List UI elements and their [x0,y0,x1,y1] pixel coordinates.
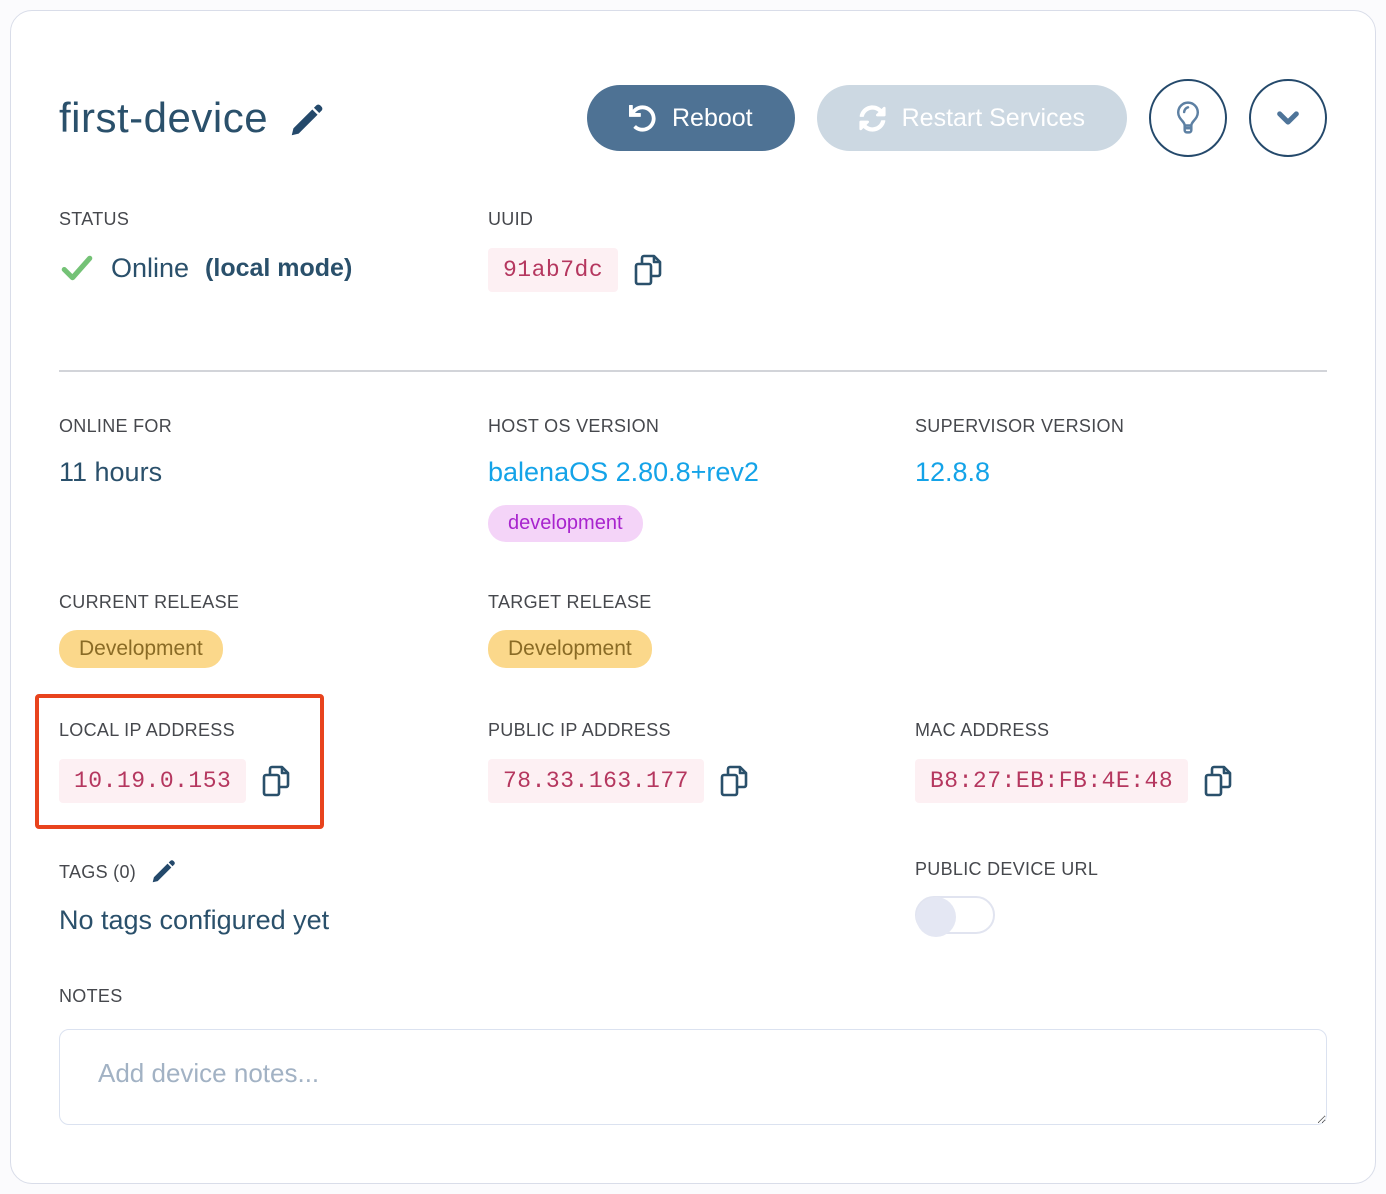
public-device-url-field: PUBLIC DEVICE URL [915,859,1327,937]
tags-label: TAGS (0) [59,861,137,882]
uuid-field: UUID 91ab7dc [488,209,915,292]
uuid-value: 91ab7dc [488,248,619,292]
status-label: STATUS [59,209,130,229]
target-release-field: TARGET RELEASE Development [488,592,915,668]
online-for-field: ONLINE FOR 11 hours [59,416,488,488]
public-ip-value: 78.33.163.177 [488,759,704,803]
host-os-variant-badge: development [488,505,643,542]
copy-uuid-button[interactable] [633,253,664,287]
local-ip-highlight: LOCAL IP ADDRESS 10.19.0.153 [35,694,325,829]
public-ip-field: PUBLIC IP ADDRESS 78.33.163.177 [488,694,915,803]
target-release-badge: Development [488,630,652,668]
current-release-label: CURRENT RELEASE [59,592,240,612]
notes-section: NOTES [59,986,1327,1130]
rotate-left-icon [628,104,656,132]
public-ip-label: PUBLIC IP ADDRESS [488,720,671,740]
supervisor-label: SUPERVISOR VERSION [915,416,1125,436]
toggle-knob [916,897,956,937]
public-device-url-toggle[interactable] [915,896,995,937]
mac-address-label: MAC ADDRESS [915,720,1050,740]
edit-tags-icon[interactable] [150,859,176,885]
local-ip-value: 10.19.0.153 [59,759,247,803]
status-mode: (local mode) [205,253,353,282]
status-field: STATUS Online (local mode) [59,209,488,286]
chevron-down-icon [1277,111,1299,125]
copy-icon [263,765,290,797]
copy-public-ip-button[interactable] [719,764,750,798]
restart-services-button[interactable]: Restart Services [816,85,1127,151]
copy-local-ip-button[interactable] [261,764,292,798]
tags-field: TAGS (0) No tags configured yet [59,859,488,936]
copy-icon [720,765,748,797]
reboot-button-label: Reboot [671,103,753,132]
restart-services-button-label: Restart Services [901,103,1085,132]
divider [59,370,1327,372]
copy-icon [1204,765,1232,797]
copy-mac-button[interactable] [1203,764,1234,798]
current-release-badge: Development [59,630,223,668]
more-actions-button[interactable] [1249,79,1327,157]
device-notes-textarea[interactable] [59,1029,1327,1125]
lightbulb-icon [1176,101,1200,134]
copy-icon [634,254,662,286]
tags-empty-text: No tags configured yet [59,905,330,935]
current-release-field: CURRENT RELEASE Development [59,592,488,668]
status-value: Online [111,252,190,283]
host-os-label: HOST OS VERSION [488,416,660,436]
notes-label: NOTES [59,986,123,1006]
local-ip-label: LOCAL IP ADDRESS [59,720,235,740]
host-os-version-link[interactable]: balenaOS 2.80.8+rev2 [488,457,759,487]
header-actions: Reboot Restart Services [586,79,1327,157]
hint-button[interactable] [1149,79,1227,157]
reboot-button[interactable]: Reboot [586,85,795,151]
mac-address-field: MAC ADDRESS B8:27:EB:FB:4E:48 [915,694,1327,803]
supervisor-version-value: 12.8.8 [915,457,991,487]
supervisor-field: SUPERVISOR VERSION 12.8.8 [915,416,1327,488]
target-release-label: TARGET RELEASE [488,592,652,612]
mac-address-value: B8:27:EB:FB:4E:48 [915,759,1189,803]
public-device-url-label: PUBLIC DEVICE URL [915,859,1099,879]
edit-device-name-icon[interactable] [288,103,324,139]
host-os-field: HOST OS VERSION balenaOS 2.80.8+rev2 dev… [488,416,915,542]
header: first-device Reboot Restart Services [59,79,1327,157]
sync-icon [859,104,886,132]
device-name-title: first-device [59,94,269,141]
online-check-icon [61,255,93,281]
online-for-value: 11 hours [59,457,163,487]
device-summary-card: first-device Reboot Restart Services [10,10,1376,1184]
uuid-label: UUID [488,209,534,229]
online-for-label: ONLINE FOR [59,416,173,436]
